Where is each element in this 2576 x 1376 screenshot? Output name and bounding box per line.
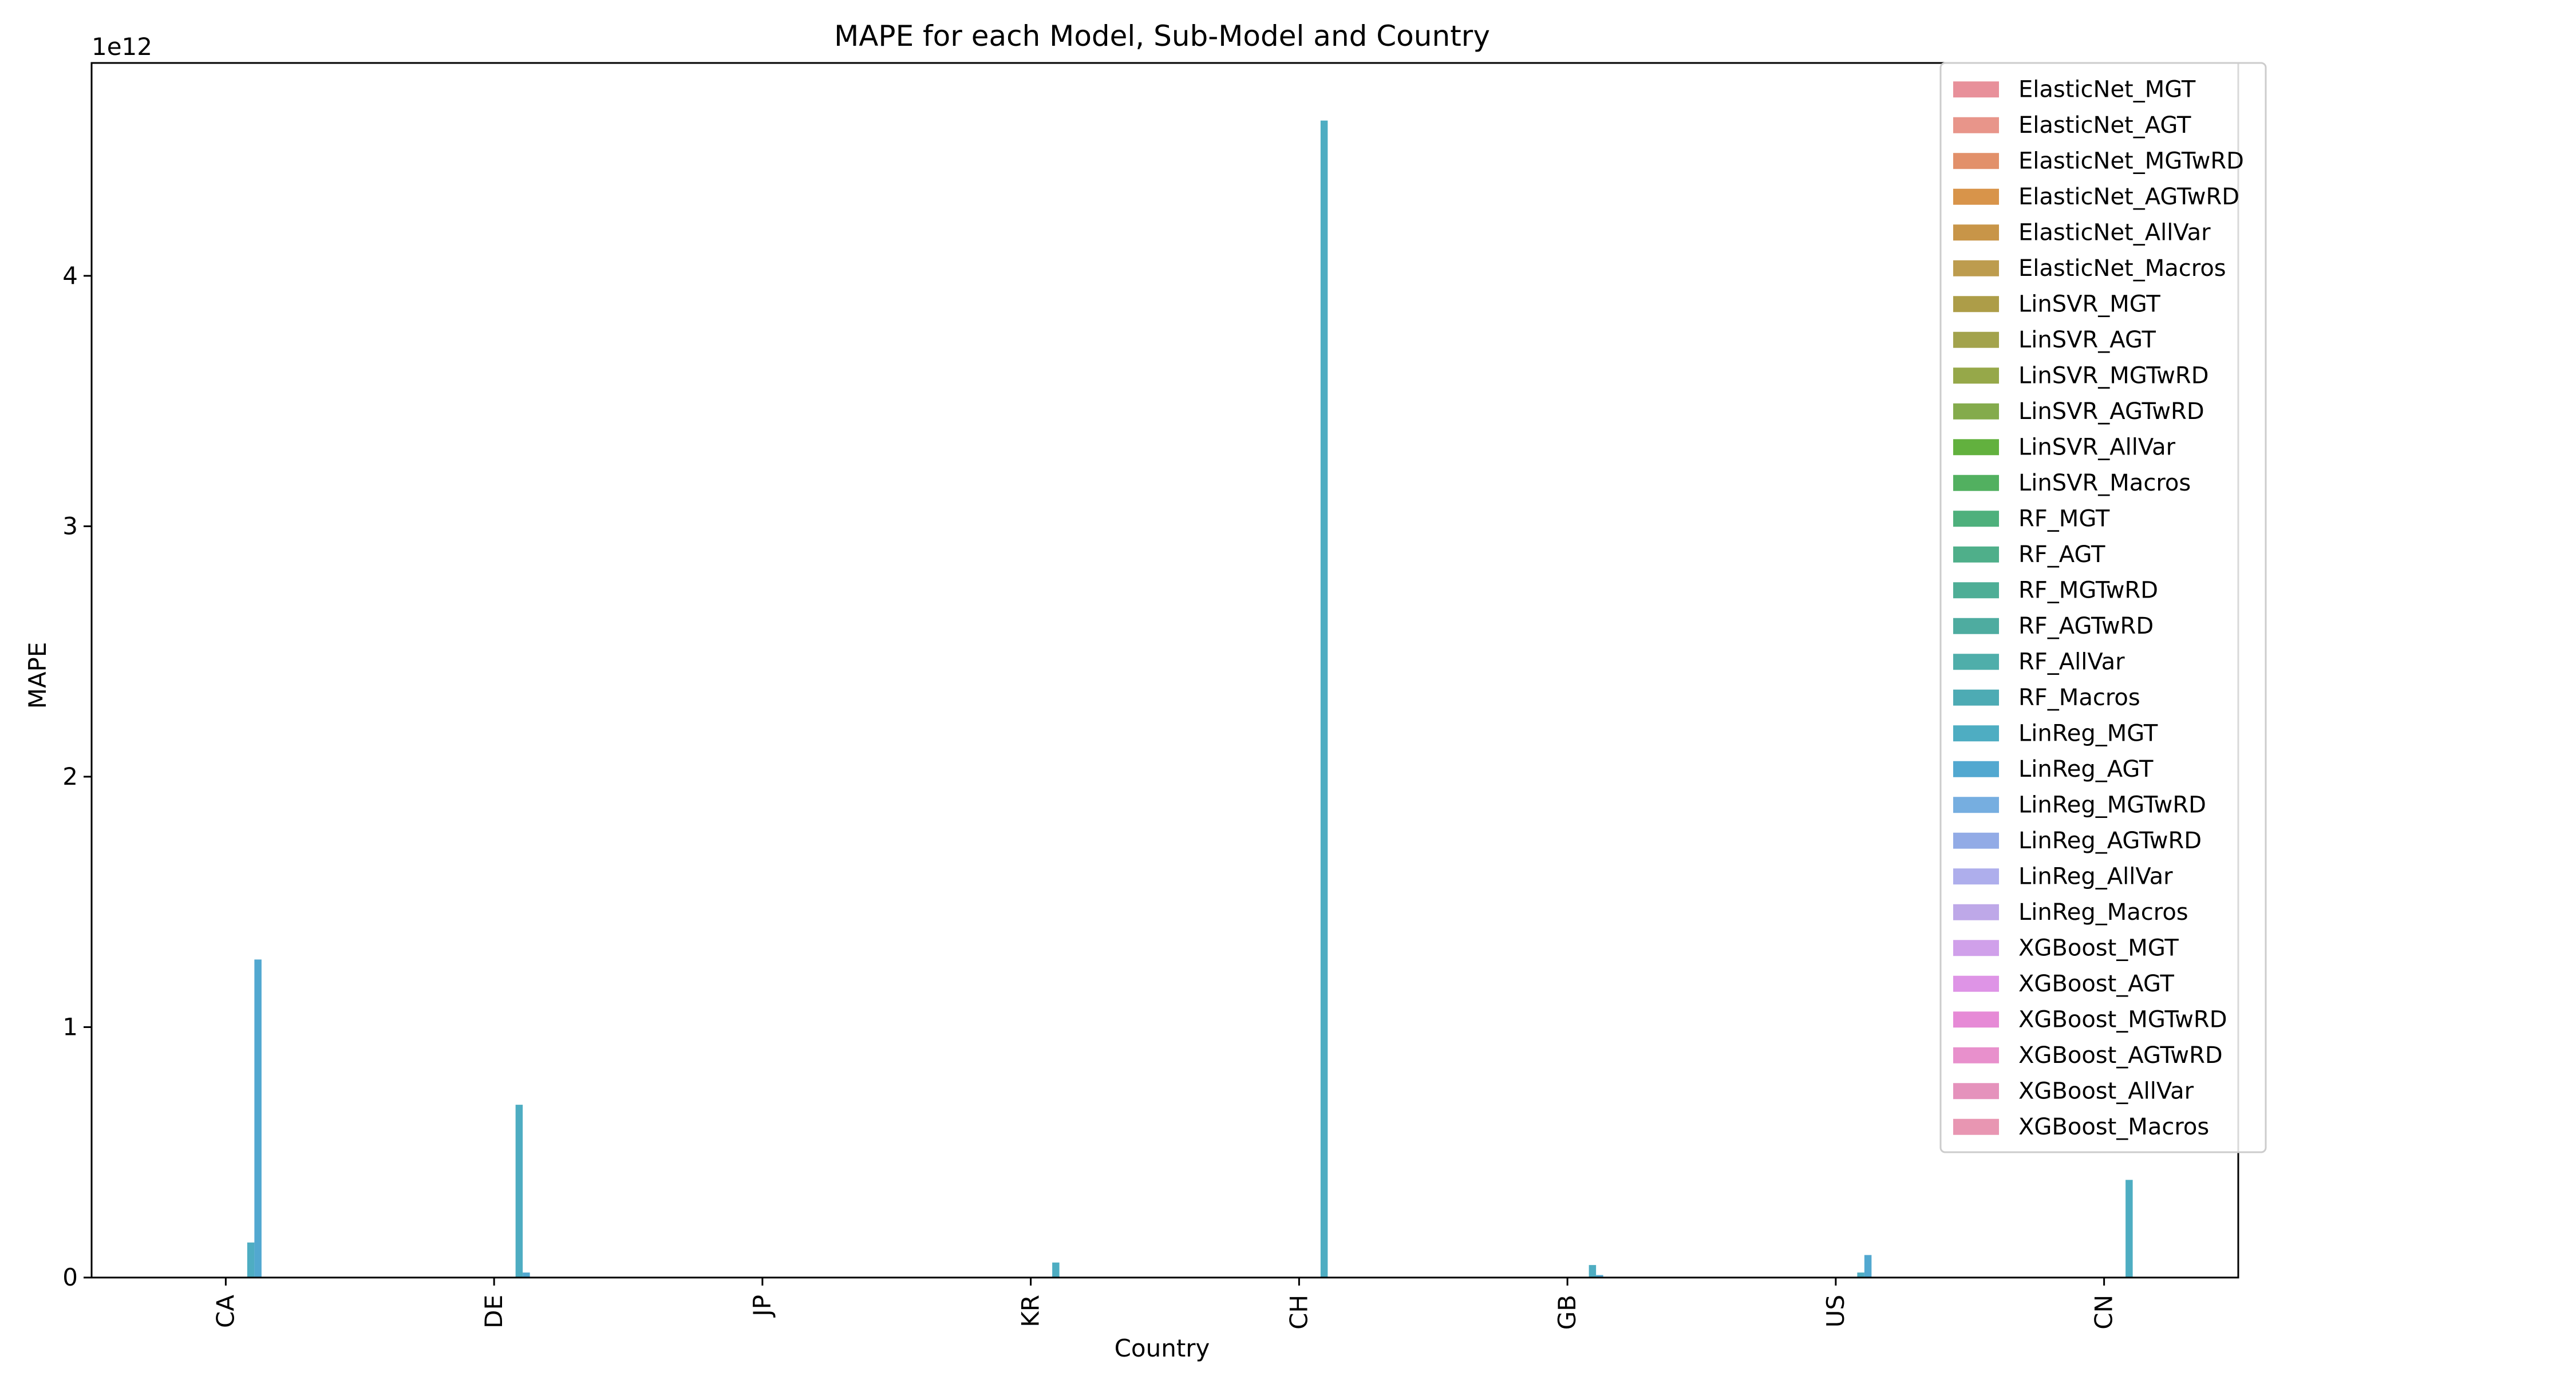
legend-swatch	[1953, 367, 1999, 384]
legend-label: RF_AGT	[2018, 541, 2105, 568]
bar-LinReg_MGT-DE	[515, 1105, 523, 1278]
y-tick-label: 0	[62, 1263, 78, 1291]
legend-label: LinReg_MGTwRD	[2018, 792, 2206, 818]
bar-LinReg_MGT-US	[1857, 1272, 1864, 1278]
legend-label: ElasticNet_AGT	[2018, 112, 2191, 139]
legend-swatch	[1953, 511, 1999, 527]
legend-label: LinReg_AGT	[2018, 756, 2154, 782]
legend-box	[1939, 62, 2267, 1153]
x-tick-label: US	[1822, 1295, 1850, 1327]
legend-label: ElasticNet_MGTwRD	[2018, 148, 2244, 174]
legend-label: XGBoost_Macros	[2018, 1114, 2209, 1140]
legend-label: LinSVR_MGTwRD	[2018, 362, 2209, 389]
legend-swatch	[1953, 81, 1999, 98]
legend-label: LinReg_AGTwRD	[2018, 828, 2202, 854]
legend-swatch	[1953, 475, 1999, 491]
y-axis-label: MAPE	[23, 642, 52, 709]
legend-swatch	[1953, 296, 1999, 313]
legend-swatch	[1953, 403, 1999, 420]
x-tick-label: CN	[2090, 1295, 2118, 1330]
legend-swatch	[1953, 904, 1999, 920]
legend-swatch	[1953, 654, 1999, 670]
legend-swatch	[1953, 797, 1999, 813]
legend-swatch	[1953, 117, 1999, 133]
legend-label: RF_MGTwRD	[2018, 577, 2158, 603]
axes-layer: 0 1 2 3 4 CA DE JP KR CH GB US CN	[62, 62, 2239, 1330]
legend-swatch	[1953, 761, 1999, 777]
bar-LinReg_MGT-CH	[1320, 120, 1328, 1278]
y-tick-label: 4	[62, 262, 78, 290]
legend-swatch	[1953, 260, 1999, 276]
bar-LinReg_AGT-US	[1864, 1255, 1872, 1278]
legend-swatch	[1953, 689, 1999, 706]
chart-title: MAPE for each Model, Sub-Model and Count…	[834, 19, 1490, 53]
legend-swatch	[1953, 1083, 1999, 1100]
legend-swatch	[1953, 331, 1999, 348]
bar-LinReg_MGT-CA	[247, 1242, 255, 1278]
x-tick-label: DE	[480, 1295, 508, 1328]
legend-label: LinReg_Macros	[2018, 899, 2188, 926]
y-tick-label: 1	[62, 1013, 78, 1041]
legend-label: LinReg_AllVar	[2018, 863, 2173, 889]
legend-label: ElasticNet_AGTwRD	[2018, 184, 2239, 210]
bar-LinReg_AGT-DE	[523, 1272, 530, 1278]
legend-label: RF_MGT	[2018, 505, 2110, 532]
legend-label: ElasticNet_MGT	[2018, 76, 2196, 102]
y-axis-offset-label: 1e12	[92, 33, 152, 61]
bar-LinReg_MGT-GB	[1589, 1265, 1597, 1278]
bar-LinReg_AGT-GB	[1596, 1275, 1603, 1278]
legend-swatch	[1953, 224, 1999, 241]
legend-swatch	[1953, 1047, 1999, 1063]
y-tick-label: 3	[62, 512, 78, 540]
bar-LinReg_AGT-CA	[254, 959, 262, 1278]
legend-swatch	[1953, 868, 1999, 885]
legend: ElasticNet_MGT ElasticNet_AGT ElasticNet_M…	[1939, 62, 2267, 1153]
x-tick-label: JP	[748, 1295, 776, 1318]
legend-label: LinSVR_AGT	[2018, 327, 2156, 353]
legend-label: LinSVR_AGTwRD	[2018, 398, 2204, 425]
y-tick-label: 2	[62, 762, 78, 790]
x-tick-label: KR	[1017, 1295, 1045, 1327]
legend-label: RF_AllVar	[2018, 649, 2125, 675]
legend-swatch	[1953, 725, 1999, 742]
legend-swatch	[1953, 546, 1999, 563]
legend-label: LinSVR_MGT	[2018, 291, 2160, 317]
legend-swatch	[1953, 439, 1999, 456]
bar-LinReg_MGT-CN	[2125, 1180, 2133, 1278]
legend-swatch	[1953, 153, 1999, 169]
legend-label: XGBoost_MGTwRD	[2018, 1006, 2227, 1033]
legend-label: LinSVR_Macros	[2018, 470, 2191, 496]
legend-label: XGBoost_MGT	[2018, 935, 2179, 961]
x-axis-label: Country	[1115, 1334, 1210, 1362]
legend-swatch	[1953, 1118, 1999, 1135]
legend-label: ElasticNet_Macros	[2018, 255, 2226, 282]
legend-swatch	[1953, 618, 1999, 634]
legend-label: XGBoost_AGTwRD	[2018, 1042, 2223, 1069]
legend-label: RF_AGTwRD	[2018, 613, 2154, 639]
legend-swatch	[1953, 582, 1999, 599]
bars-layer	[247, 120, 2133, 1278]
x-tick-label: CA	[211, 1295, 239, 1328]
legend-label: RF_Macros	[2018, 685, 2140, 711]
x-tick-label: CH	[1285, 1295, 1313, 1330]
legend-label: LinReg_MGT	[2018, 720, 2158, 746]
legend-label: ElasticNet_AllVar	[2018, 219, 2211, 246]
bar-LinReg_MGT-KR	[1052, 1262, 1060, 1278]
legend-swatch	[1953, 1011, 1999, 1028]
x-tick-label: GB	[1553, 1295, 1581, 1330]
legend-label: LinSVR_AllVar	[2018, 434, 2176, 460]
legend-swatch	[1953, 832, 1999, 849]
legend-swatch	[1953, 188, 1999, 205]
legend-swatch	[1953, 975, 1999, 992]
legend-label: XGBoost_AllVar	[2018, 1078, 2194, 1104]
legend-label: XGBoost_AGT	[2018, 971, 2175, 997]
legend-swatch	[1953, 940, 1999, 956]
